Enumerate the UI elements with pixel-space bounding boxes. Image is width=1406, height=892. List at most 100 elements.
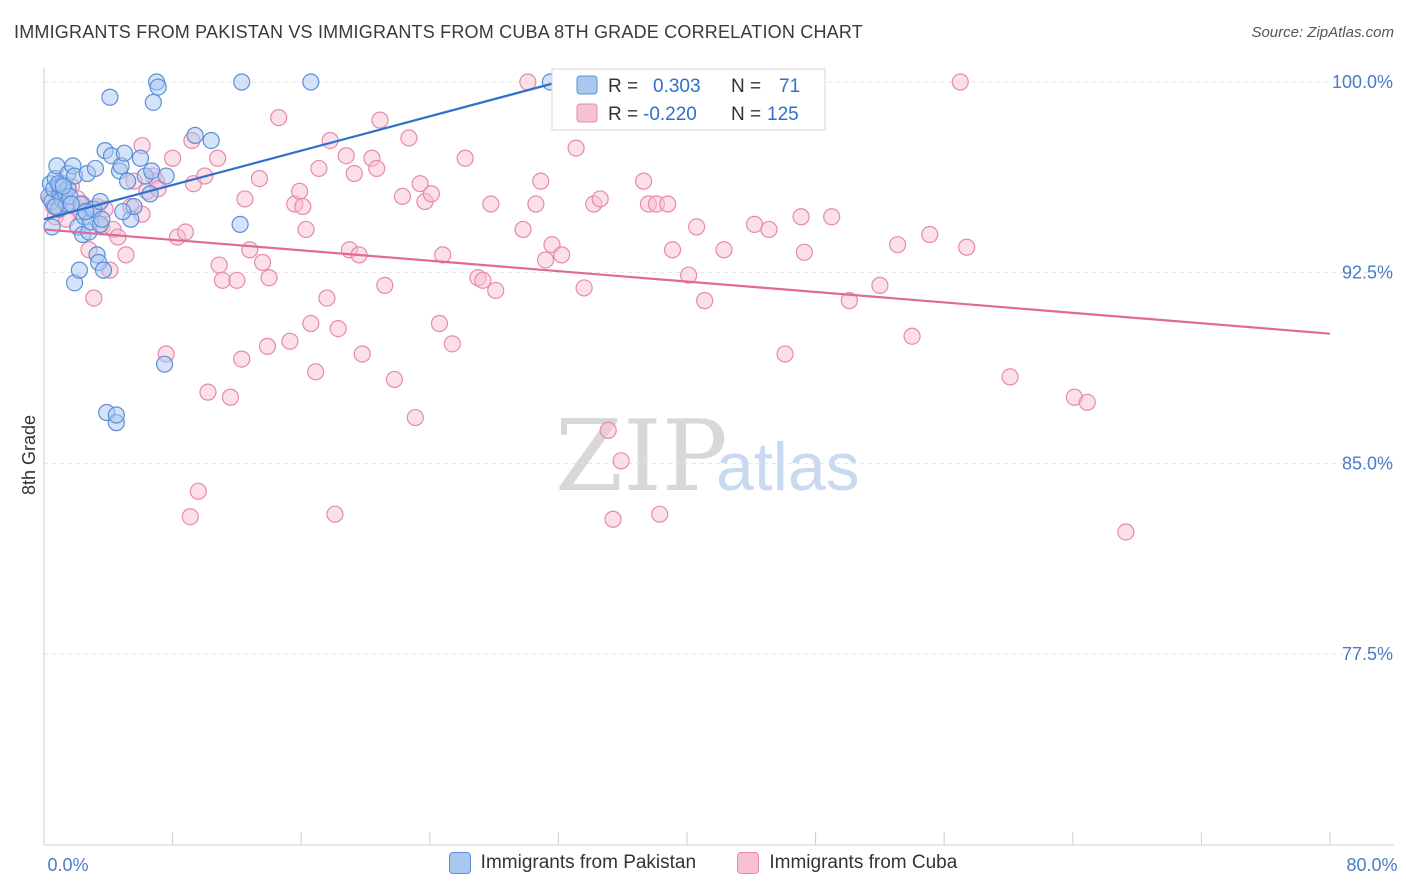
cuba-point	[294, 197, 312, 216]
cuba-point	[307, 363, 325, 381]
cuba-point	[85, 289, 103, 307]
pakistan-point	[144, 93, 162, 111]
cuba-point	[164, 149, 182, 167]
cuba-point	[951, 73, 969, 91]
cuba-point	[591, 190, 609, 208]
pakistan-point	[93, 210, 111, 228]
cuba-point	[297, 220, 315, 239]
cuba-point	[651, 505, 669, 523]
cuba-point	[840, 292, 858, 310]
cuba-point	[482, 195, 500, 213]
cuba-point	[250, 170, 269, 188]
pakistan-point	[202, 131, 220, 150]
legend-swatch-pink	[737, 852, 760, 874]
pakistan-point	[233, 73, 251, 91]
pakistan-point	[302, 73, 320, 91]
trend-lines	[43, 80, 1331, 335]
cuba-point	[302, 314, 320, 333]
cuba-point	[221, 388, 240, 406]
legend-label-pakistan: Immigrants from Pakistan	[480, 852, 697, 873]
legend-n-value-cuba: 125	[767, 104, 799, 125]
cuba-point	[236, 190, 254, 208]
cuba-point	[337, 147, 355, 165]
cuba-point	[474, 271, 492, 289]
cuba-point	[487, 281, 505, 300]
source-label: Source: ZipAtlas.com	[1251, 24, 1394, 41]
pakistan-point	[91, 192, 109, 211]
cuba-point	[1078, 393, 1096, 411]
y-tick-labels: 77.5% 85.0% 92.5% 100.0%	[1332, 72, 1393, 664]
cuba-point	[795, 243, 813, 261]
cuba-point	[254, 253, 272, 272]
cuba-point	[604, 510, 622, 528]
cuba-point	[680, 266, 698, 284]
y-tick-label: 85.0%	[1342, 453, 1393, 473]
legend-item-pakistan: Immigrants from Pakistan	[448, 852, 697, 874]
cuba-point	[514, 220, 532, 239]
cuba-point	[760, 220, 778, 239]
y-tick-label: 100.0%	[1332, 72, 1393, 92]
legend-n-value-pakistan: 71	[779, 76, 800, 97]
cuba-point	[233, 350, 251, 368]
cuba-point	[228, 271, 246, 289]
cuba-point	[281, 332, 299, 350]
x-tick-label-max: 80.0%	[1346, 855, 1397, 875]
cuba-point	[688, 218, 706, 236]
cuba-point	[210, 256, 228, 274]
cuba-point	[326, 505, 344, 523]
cuba-point	[385, 370, 404, 389]
pakistan-point	[43, 218, 61, 236]
cuba-point	[527, 195, 545, 213]
legend-r-label-pakistan: R =	[608, 76, 638, 97]
legend-r-label-cuba: R =	[608, 104, 638, 125]
cuba-point	[1001, 368, 1019, 386]
pakistan-point	[70, 261, 88, 279]
cuba-point	[209, 149, 227, 167]
pakistan-point	[46, 197, 64, 216]
cuba-point	[376, 276, 394, 294]
cuba-point	[871, 276, 889, 294]
cuba-point	[176, 223, 195, 241]
cuba-point	[823, 208, 841, 226]
cuba-point	[434, 246, 452, 264]
watermark-zip: ZIP	[555, 400, 728, 514]
cuba-point	[903, 327, 921, 345]
cuba-point	[663, 241, 682, 259]
cuba-point	[318, 289, 336, 307]
chart-title: IMMIGRANTS FROM PAKISTAN VS IMMIGRANTS F…	[14, 22, 863, 42]
pakistan-point	[94, 261, 113, 279]
cuba-point	[241, 241, 259, 259]
cuba-point	[612, 452, 630, 470]
cuba-point	[189, 482, 207, 500]
cuba-point	[659, 195, 677, 213]
y-tick-label: 92.5%	[1342, 263, 1393, 283]
cuba-point	[430, 314, 449, 333]
cuba-point	[199, 383, 217, 401]
cuba-point	[792, 208, 810, 226]
pakistan-point	[101, 88, 119, 106]
pakistan-point	[143, 162, 161, 180]
cuba-point	[1117, 523, 1135, 541]
cuba-point	[715, 241, 733, 259]
y-axis-label: 8th Grade	[19, 415, 39, 495]
cuba-point	[958, 238, 976, 256]
cuba-point	[599, 421, 617, 439]
series-legend: Immigrants from Pakistan Immigrants from…	[0, 852, 1406, 880]
legend-item-cuba: Immigrants from Cuba	[737, 852, 957, 874]
cuba-point	[776, 345, 794, 363]
pakistan-point	[231, 215, 249, 233]
cuba-point	[456, 149, 474, 167]
pakistan-point	[155, 355, 174, 373]
cuba-point	[536, 251, 555, 269]
cuba-point	[368, 159, 386, 178]
cuba-point	[634, 172, 653, 190]
y-tick-label: 77.5%	[1342, 644, 1393, 664]
cuba-point	[393, 187, 412, 205]
legend-swatch-pakistan	[576, 75, 598, 95]
cuba-point	[400, 129, 418, 147]
cuba-point	[270, 108, 288, 127]
pakistan-point	[54, 177, 72, 195]
legend-n-label-cuba: N =	[731, 104, 761, 125]
pakistan-point	[118, 172, 137, 190]
cuba-point	[532, 172, 550, 190]
